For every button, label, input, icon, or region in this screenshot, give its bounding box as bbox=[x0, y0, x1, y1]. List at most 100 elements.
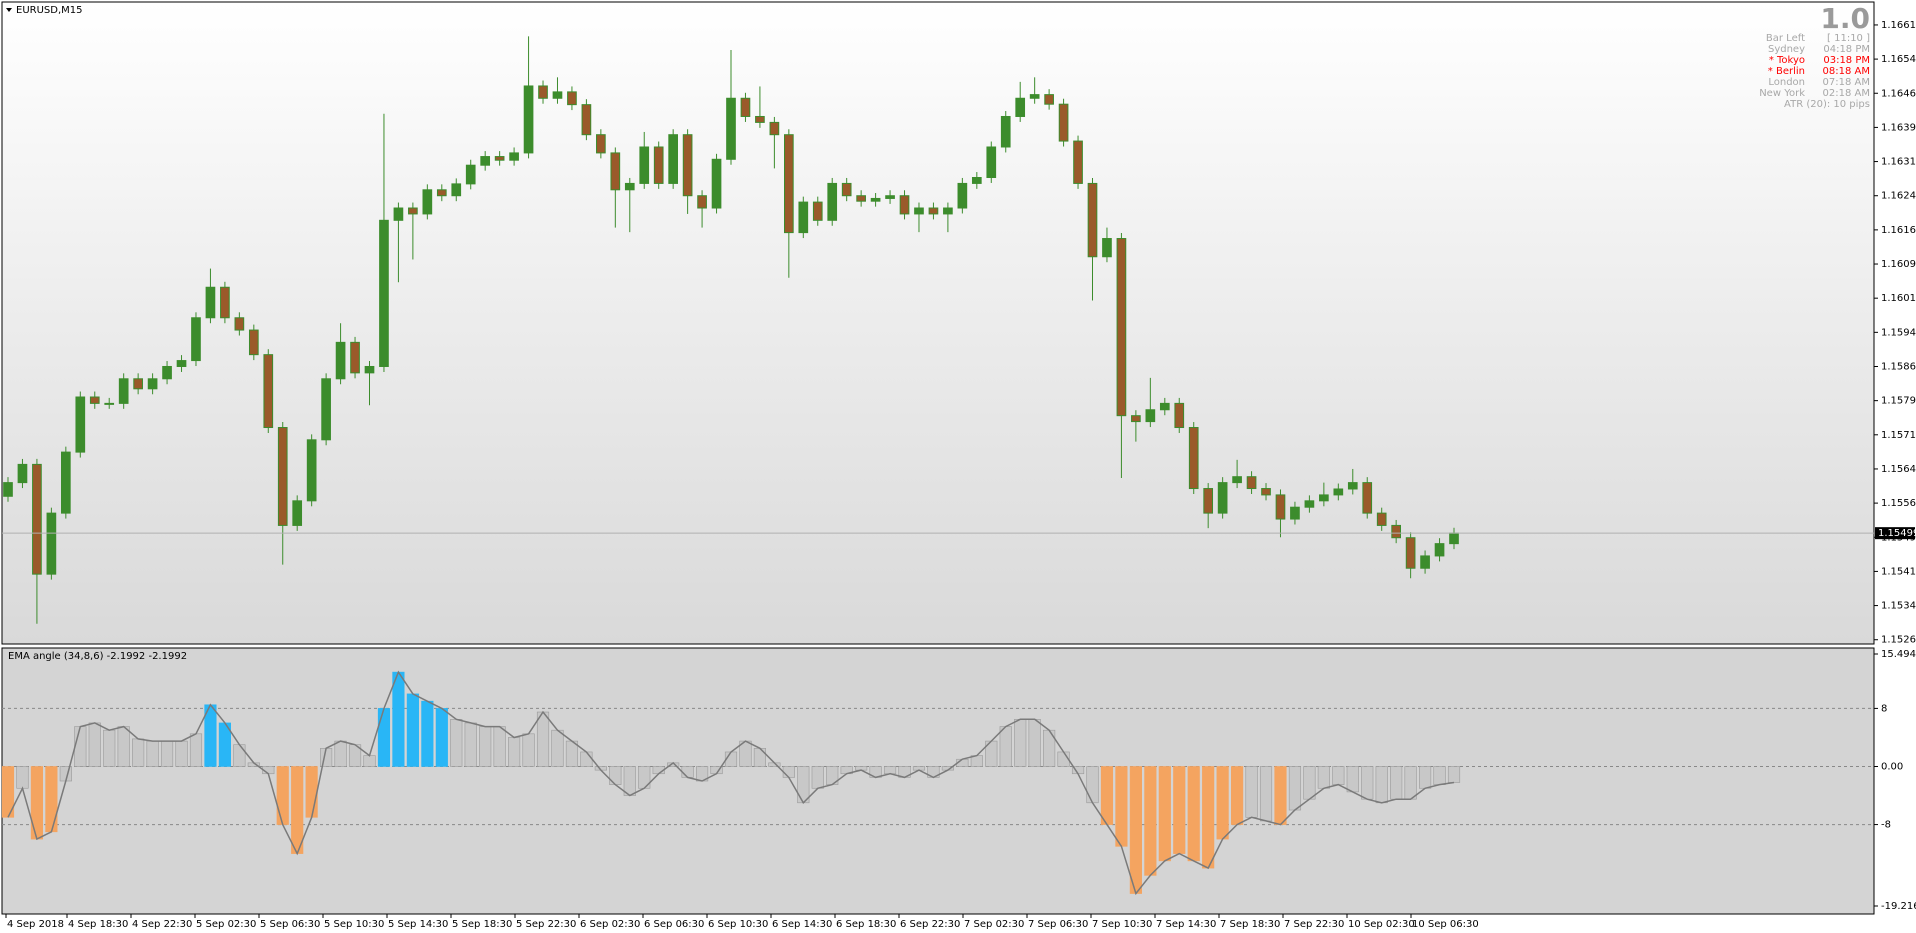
histogram-bar bbox=[623, 766, 636, 796]
candle-body bbox=[856, 195, 866, 202]
histogram-bar bbox=[305, 766, 318, 818]
candle-body bbox=[176, 360, 187, 367]
histogram-bar bbox=[1332, 766, 1345, 785]
histogram-bar bbox=[797, 766, 810, 804]
candle-body bbox=[827, 182, 838, 221]
candle-body bbox=[1217, 482, 1228, 514]
x-tick-label: 7 Sep 18:30 bbox=[1220, 919, 1280, 930]
candle-body bbox=[17, 463, 28, 484]
histogram-bar bbox=[88, 722, 101, 767]
histogram-bar bbox=[1346, 766, 1359, 793]
candle-body bbox=[682, 134, 693, 197]
candle-body bbox=[263, 354, 274, 429]
candle-body bbox=[1116, 238, 1127, 417]
candle-body bbox=[321, 378, 331, 441]
histogram-bar bbox=[1361, 766, 1374, 800]
histogram-bar bbox=[479, 726, 492, 767]
histogram-bar bbox=[1014, 719, 1027, 767]
histogram-bar bbox=[450, 719, 463, 767]
candle-body bbox=[422, 189, 433, 215]
candle-body bbox=[899, 195, 910, 215]
histogram-bar bbox=[609, 766, 622, 785]
candle-body bbox=[1131, 415, 1141, 423]
candle-body bbox=[523, 85, 534, 154]
histogram-bar bbox=[883, 766, 897, 775]
histogram-bar bbox=[508, 737, 521, 767]
y-tick-label: 1.15415 bbox=[1881, 566, 1916, 577]
histogram-bar bbox=[30, 766, 44, 840]
x-tick-label: 5 Sep 22:30 bbox=[516, 919, 576, 930]
candle-body bbox=[162, 365, 172, 380]
candle-body bbox=[1073, 140, 1083, 184]
histogram-bar bbox=[189, 733, 203, 767]
candle-body bbox=[986, 146, 997, 179]
candle-body bbox=[1102, 238, 1112, 258]
histogram-bar bbox=[1086, 766, 1099, 804]
candle-body bbox=[928, 207, 939, 215]
y-tick-label: 1.15565 bbox=[1881, 498, 1916, 509]
session-label: Bar Left bbox=[1766, 33, 1805, 44]
candle-body bbox=[1333, 488, 1344, 496]
x-tick-label: 6 Sep 06:30 bbox=[644, 919, 704, 930]
candle-body bbox=[1145, 409, 1156, 423]
histogram-bar bbox=[1447, 766, 1461, 783]
histogram-bar bbox=[160, 740, 174, 767]
histogram-bar bbox=[522, 733, 535, 767]
candle-body bbox=[1376, 512, 1387, 526]
candle-body bbox=[465, 164, 476, 185]
candle-body bbox=[726, 97, 736, 160]
candle-body bbox=[1000, 115, 1011, 148]
histogram-bar bbox=[999, 726, 1012, 767]
candle-body bbox=[292, 500, 303, 526]
histogram-bar bbox=[1375, 766, 1388, 804]
y-tick-label: 1.15265 bbox=[1881, 635, 1916, 646]
x-tick-label: 7 Sep 10:30 bbox=[1092, 919, 1152, 930]
atr-label: ATR (20): 10 pips bbox=[1784, 99, 1870, 110]
candle-body bbox=[1232, 476, 1242, 484]
candle-body bbox=[943, 207, 953, 215]
candle-body bbox=[1029, 94, 1040, 99]
histogram-bar bbox=[1245, 766, 1258, 818]
candle-body bbox=[1420, 555, 1430, 569]
y-tick-label: 1.15715 bbox=[1881, 430, 1916, 441]
candle-body bbox=[1290, 506, 1300, 520]
candle-body bbox=[755, 115, 765, 123]
histogram-bar bbox=[1187, 766, 1200, 862]
candle-body bbox=[1087, 182, 1098, 258]
collapse-arrow[interactable] bbox=[6, 8, 12, 12]
histogram-bar bbox=[1216, 766, 1229, 840]
candle-body bbox=[971, 177, 982, 184]
histogram-bar bbox=[233, 744, 246, 767]
histogram-bar bbox=[1303, 766, 1316, 800]
candle-body bbox=[769, 121, 780, 136]
candle-body bbox=[697, 195, 707, 209]
y-tick-label: 8 bbox=[1881, 703, 1887, 714]
candle-body bbox=[75, 396, 86, 453]
candle-body bbox=[118, 378, 129, 404]
histogram-bar bbox=[1158, 766, 1171, 862]
y-tick-label: 1.16390 bbox=[1881, 122, 1916, 133]
candle-body bbox=[610, 152, 621, 191]
histogram-bar bbox=[1, 766, 15, 818]
candle-body bbox=[1174, 402, 1185, 429]
candle-body bbox=[1261, 488, 1271, 496]
histogram-bar bbox=[753, 748, 767, 767]
candle-body bbox=[480, 156, 491, 166]
x-tick-label: 6 Sep 14:30 bbox=[772, 919, 832, 930]
histogram-bar bbox=[146, 740, 159, 767]
ema-angle-line bbox=[7, 670, 1455, 896]
candle-body bbox=[596, 134, 606, 154]
candle-body bbox=[248, 329, 259, 356]
candle-body bbox=[870, 197, 881, 202]
x-tick-label: 6 Sep 02:30 bbox=[580, 919, 640, 930]
candle-body bbox=[624, 182, 635, 191]
histogram-bar bbox=[811, 766, 824, 789]
histogram-bar bbox=[334, 740, 347, 767]
candle-body bbox=[61, 451, 71, 514]
candle-body bbox=[393, 207, 404, 221]
session-time: 02:18 AM bbox=[1823, 88, 1870, 99]
session-label: London bbox=[1768, 77, 1805, 88]
y-tick-label: 1.15940 bbox=[1881, 327, 1916, 338]
candle-body bbox=[234, 317, 245, 331]
